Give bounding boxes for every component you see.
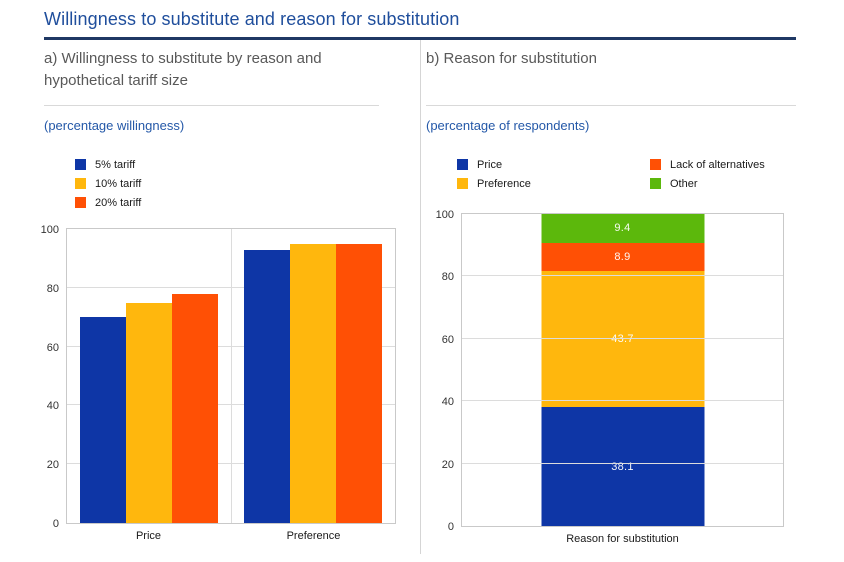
panel-divider <box>420 40 421 554</box>
legend-label: Other <box>670 177 698 190</box>
legend-item: Preference <box>457 174 650 193</box>
bar-5-tariff-price <box>80 317 126 523</box>
bar-20-tariff-preference <box>336 243 382 523</box>
legend-label: 5% tariff <box>95 158 136 171</box>
legend-item: 20% tariff <box>75 193 396 212</box>
x-tick-label: Reason for substitution <box>566 533 679 545</box>
x-tick-label: Preference <box>286 530 341 542</box>
legend-item: Lack of alternatives <box>650 155 796 174</box>
y-tick-label: 60 <box>46 341 59 354</box>
gridline <box>67 286 395 288</box>
grouped-bar-chart: 0 20 40 60 80 100 Price Preference <box>41 224 396 544</box>
panel-a-legend: 5% tariff 10% tariff 20% tariff <box>75 155 396 212</box>
segment-value-label: 8.9 <box>614 250 631 263</box>
bar-group-price <box>67 229 231 523</box>
y-tick-label: 0 <box>52 518 59 530</box>
legend-label: 20% tariff <box>95 196 142 209</box>
category-separator-line <box>231 229 232 523</box>
gridline <box>462 337 783 339</box>
legend-swatch-blue <box>457 159 468 170</box>
panel-b-subtitle: b) Reason for substitution <box>426 40 796 106</box>
y-tick-label: 0 <box>447 521 454 533</box>
legend-item: Other <box>650 174 796 193</box>
stack-layer: 38.1 43.7 8.9 9.4 <box>462 214 783 526</box>
gridline <box>462 462 783 464</box>
legend-label: Preference <box>477 177 531 190</box>
segment-price: 38.1 <box>541 407 704 526</box>
legend-label: 10% tariff <box>95 177 142 190</box>
y-tick-label: 60 <box>441 333 454 346</box>
y-tick-label: 80 <box>441 271 454 284</box>
panel-a: a) Willingness to substitute by reason a… <box>41 40 420 554</box>
legend-item: 10% tariff <box>75 174 396 193</box>
segment-lack-of-alternatives: 8.9 <box>541 243 704 271</box>
bar-5-tariff-preference <box>244 249 290 523</box>
gridline <box>67 463 395 465</box>
gridline <box>462 400 783 402</box>
panel-b-axis-note: (percentage of respondents) <box>426 118 590 133</box>
title-underline <box>44 37 796 40</box>
bar-20-tariff-price <box>172 293 218 523</box>
y-axis: 0 20 40 60 80 100 <box>426 209 461 533</box>
y-tick-label: 100 <box>40 224 59 236</box>
page-title: Willingness to substitute and reason for… <box>44 9 460 29</box>
legend-item: Price <box>457 155 650 174</box>
legend-swatch-blue <box>75 159 86 170</box>
panel-a-axis-note: (percentage willingness) <box>44 118 185 133</box>
segment-preference: 43.7 <box>541 270 704 408</box>
y-tick-label: 100 <box>435 209 454 221</box>
y-tick-label: 40 <box>46 400 59 413</box>
segment-other: 9.4 <box>541 214 704 244</box>
legend-swatch-orange <box>75 197 86 208</box>
y-tick-label: 40 <box>441 396 454 409</box>
legend-label: Price <box>477 158 503 171</box>
panel-b-legend: Price Preference Lack of alternatives Ot… <box>457 155 796 193</box>
legend-item: 5% tariff <box>75 155 396 174</box>
y-tick-label: 20 <box>441 458 454 471</box>
bar-10-tariff-price <box>126 302 172 523</box>
legend-swatch-orange <box>650 159 661 170</box>
panel-a-subtitle: a) Willingness to substitute by reason a… <box>44 40 379 106</box>
panels-container: a) Willingness to substitute by reason a… <box>41 40 796 554</box>
segment-value-label: 9.4 <box>614 222 631 235</box>
bar-group-preference <box>231 229 395 523</box>
y-axis: 0 20 40 60 80 100 <box>41 224 66 530</box>
gridline <box>67 345 395 347</box>
plot-wrap: Price Preference <box>66 228 396 544</box>
x-axis-labels: Price Preference <box>66 524 396 544</box>
legend-swatch-yellow <box>457 178 468 189</box>
gridline <box>67 404 395 406</box>
bars-layer <box>67 229 395 523</box>
segment-value-label: 43.7 <box>611 332 634 345</box>
y-tick-label: 80 <box>46 282 59 295</box>
plot-area: 38.1 43.7 8.9 9.4 <box>461 213 784 527</box>
x-tick-label: Price <box>135 530 162 542</box>
gridline <box>462 275 783 277</box>
legend-swatch-yellow <box>75 178 86 189</box>
y-tick-label: 20 <box>46 459 59 472</box>
legend-swatch-green <box>650 178 661 189</box>
plot-wrap: 38.1 43.7 8.9 9.4 Reason for substitution <box>461 213 784 547</box>
x-axis-labels: Reason for substitution <box>461 527 784 547</box>
legend-label: Lack of alternatives <box>670 158 765 171</box>
panel-b: b) Reason for substitution (percentage o… <box>421 40 796 554</box>
stacked-bar-chart: 0 20 40 60 80 100 38.1 43.7 8.9 9.4 Reason for s… <box>426 209 796 547</box>
plot-area <box>66 228 396 524</box>
bar-10-tariff-preference <box>290 243 336 523</box>
